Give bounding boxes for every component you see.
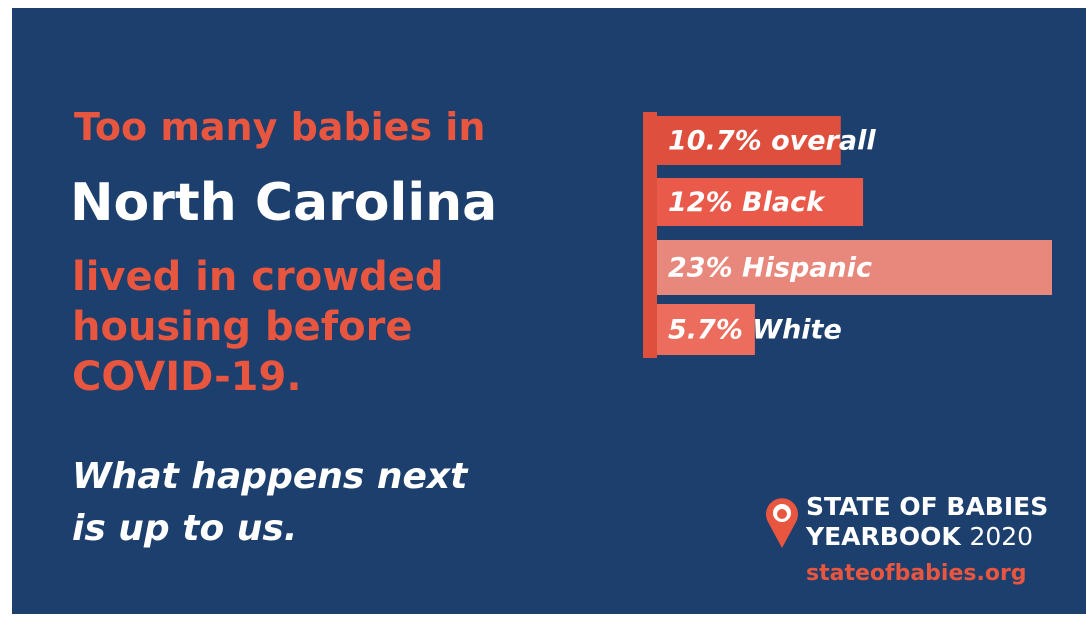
place: North Carolina (70, 173, 497, 233)
line: housing before (72, 304, 413, 350)
bar-value-label: 23% (668, 252, 733, 283)
bar-value-label: 10.7% (668, 125, 762, 156)
call: What happens next (72, 456, 469, 497)
bar-category: White (752, 314, 841, 345)
logo-icon (766, 498, 798, 548)
bar-label: 23% Hispanic (668, 252, 872, 283)
logo-year: 2020 (969, 522, 1033, 551)
logo-word: YEARBOOK (805, 522, 962, 551)
logo-text: YEARBOOK 2020 (805, 522, 1033, 551)
bar (657, 116, 841, 165)
bar-label: 12% Black (668, 187, 826, 218)
bar-category: overall (771, 125, 876, 156)
background (12, 8, 1086, 614)
bar (657, 178, 864, 226)
line: COVID-19. (72, 354, 302, 400)
logo-url: stateofbabies.org (806, 561, 1027, 586)
bar (657, 304, 755, 355)
logo-text: STATE OF BABIES (806, 492, 1048, 521)
bar-label: 5.7% White (668, 314, 842, 345)
bar-category: Hispanic (742, 252, 872, 283)
intro: Too many babies in (74, 105, 485, 149)
bar-category: Black (742, 187, 826, 218)
line: lived in crowded (72, 254, 444, 300)
bar-value-label: 12% (668, 187, 733, 218)
bar-value-label: 5.7% (668, 314, 743, 345)
bar-label: 10.7% overall (668, 125, 876, 156)
bar (657, 240, 1052, 295)
bar-axis-strip (643, 112, 657, 358)
call: is up to us. (72, 508, 297, 549)
